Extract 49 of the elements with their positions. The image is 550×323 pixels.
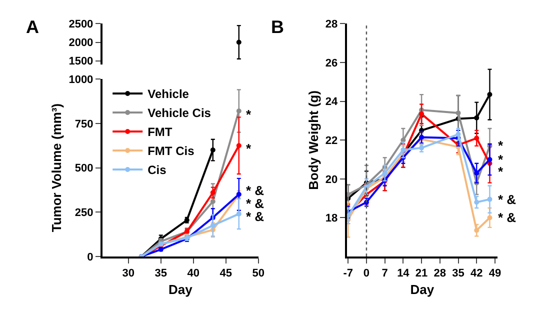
legend-label: FMT Cis: [148, 144, 195, 158]
x-tick-label: -7: [343, 268, 353, 280]
annotation: *: [246, 141, 252, 156]
annotation: * &: [246, 183, 264, 198]
x-axis-title: Day: [168, 282, 194, 297]
x-tick-label: 42: [470, 268, 483, 280]
text: * &: [498, 210, 516, 225]
x-tick-label: 45: [220, 268, 232, 280]
x-tick-label: 7: [382, 268, 388, 280]
y-axis-title: Body Weight (g): [306, 90, 321, 190]
x-tick-label: 30: [122, 268, 135, 280]
x-tick-label: 0: [363, 268, 370, 280]
annotation: *: [246, 107, 252, 122]
y-tick-label: 2000: [68, 37, 94, 50]
y-tick-label: 500: [74, 162, 94, 175]
y-tick-label: 24: [325, 96, 338, 108]
legend-label: Vehicle Cis: [148, 106, 212, 120]
chart-title: A: [26, 17, 39, 37]
y-tick-label: 2500: [68, 18, 94, 31]
legend-label: Vehicle: [148, 87, 190, 102]
y-tick-label: 1000: [68, 74, 94, 86]
x-axis-title: Day: [410, 282, 435, 297]
x-tick-label: 50: [252, 268, 265, 280]
legend-label: FMT: [148, 125, 173, 140]
text: *: [498, 152, 504, 167]
y-tick-label: 18: [325, 212, 338, 225]
y-tick-label: 750: [74, 118, 94, 130]
text: *: [498, 164, 504, 179]
x-tick-label: 21: [415, 268, 428, 280]
legend-label: Cis: [148, 163, 167, 178]
x-tick-label: 40: [187, 268, 200, 280]
y-tick-label: 0: [87, 251, 94, 264]
y-tick-label: 20: [325, 174, 338, 186]
x-tick-label: 28: [434, 268, 446, 280]
annotation: * &: [246, 196, 264, 211]
y-tick-label: 26: [325, 57, 338, 70]
y-tick-label: 28: [325, 18, 338, 31]
text: * &: [498, 192, 516, 207]
y-tick-label: 250: [74, 207, 94, 219]
x-tick-label: 14: [397, 268, 410, 280]
annotation: * &: [246, 209, 264, 224]
chart-title: B: [271, 17, 284, 37]
y-axis-title: Tumor Volume (mm³): [49, 103, 64, 232]
x-tick-label: 35: [452, 268, 464, 280]
y-tick-label: 22: [325, 134, 338, 147]
x-tick-label: 49: [488, 268, 502, 280]
text: *: [498, 138, 504, 153]
x-tick-label: 35: [154, 268, 168, 280]
y-tick-label: 1500: [68, 56, 94, 68]
